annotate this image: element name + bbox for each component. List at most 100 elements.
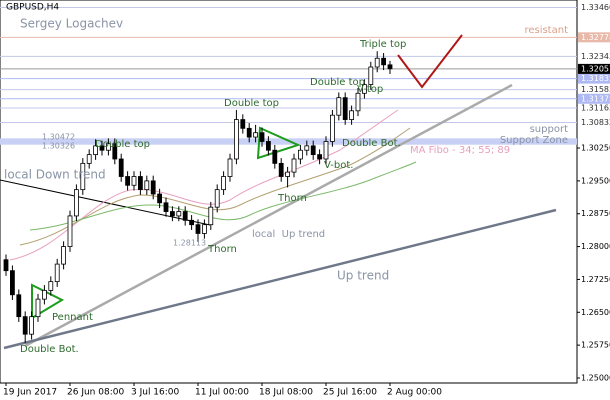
y-tick-label: 1.27250	[581, 275, 610, 284]
y-tick-label: 1.25000	[581, 373, 610, 382]
ma-55	[19, 127, 411, 246]
up-trend-line	[3, 208, 557, 350]
annotation: Double top	[224, 98, 279, 109]
candle-body	[304, 145, 310, 151]
x-tick-label: 18 Jul 08:00	[259, 388, 313, 398]
candle-body	[125, 176, 130, 186]
x-tick-label: 19 Jun 2017	[3, 388, 57, 398]
y-tick-label: 1.26500	[581, 308, 610, 317]
plot-frame	[0, 0, 578, 384]
candle-body	[201, 224, 207, 234]
candle-body	[246, 127, 252, 138]
zone-label: 1.30472	[42, 133, 75, 142]
annotation: Double Bot.	[342, 138, 401, 149]
annotation: local Down trend	[4, 168, 106, 182]
ma-34	[9, 109, 399, 261]
y-tick-label: 1.30250	[581, 144, 610, 153]
candle-body	[195, 224, 201, 234]
candle-body	[310, 145, 316, 156]
level-label: 1.32343	[581, 52, 610, 61]
chart-title: GBPUSD,H4	[6, 3, 59, 13]
candle-body	[355, 92, 361, 112]
current-price-label: 1.32057	[581, 64, 610, 73]
x-tick-label: 25 Jul 16:00	[323, 388, 377, 398]
candle-body	[278, 162, 284, 177]
candle-body	[259, 132, 265, 142]
candle-body	[221, 176, 227, 191]
annotation: V-top	[357, 84, 383, 95]
candle-body	[233, 119, 239, 160]
candle-body	[265, 141, 271, 151]
candle-body	[297, 149, 303, 160]
level-label: 1.32778	[581, 33, 610, 42]
candle-body	[35, 298, 41, 318]
candle-body	[112, 143, 118, 160]
level-label: 1.31835	[581, 74, 610, 83]
annotation: Pennant	[52, 312, 93, 323]
candle-body	[272, 149, 278, 164]
author: Sergey Logachev	[20, 17, 123, 31]
candle-body	[157, 193, 163, 204]
candle-body	[182, 211, 188, 221]
candle-body	[214, 189, 220, 208]
level-label: 1.31163	[581, 104, 610, 113]
level-label: 1.31375	[581, 94, 610, 103]
candle-body	[361, 84, 367, 94]
level-label: 1.31583	[581, 85, 610, 94]
forecast-arrow	[397, 34, 463, 89]
annotation: Double top	[310, 77, 365, 88]
annotation: MA Fibo - 34; 55; 89	[410, 145, 510, 156]
zone-label: 1.30326	[42, 142, 75, 151]
candle-body	[176, 211, 182, 217]
x-tick-label: 11 Jul 00:00	[195, 388, 249, 398]
candle-body	[67, 215, 73, 247]
candle-body	[169, 211, 175, 217]
candle-body	[99, 145, 105, 151]
candle-body	[61, 246, 66, 265]
candle-body	[16, 294, 22, 318]
level-label-box	[578, 93, 610, 104]
candle-body	[253, 132, 259, 138]
annotation: V-bot.	[324, 160, 353, 171]
y-tick-label: 1.25750	[581, 341, 610, 350]
annotation: support	[530, 124, 568, 135]
y-tick-label: 1.28750	[581, 209, 610, 218]
candle-body	[144, 180, 150, 191]
annotation: local Up trend	[252, 229, 325, 240]
pennant-shape	[31, 283, 65, 320]
candle-body	[329, 114, 335, 142]
candle-body	[285, 171, 291, 177]
level-label: 1.33460	[581, 3, 610, 12]
annotation: Thorn	[207, 244, 237, 255]
local-up-trend-line	[24, 83, 513, 348]
candle-body	[349, 110, 355, 120]
local-down-trend-line	[0, 179, 211, 226]
candle-body	[374, 57, 380, 68]
x-tick-label: 3 Jul 16:00	[131, 388, 180, 398]
annotations: GBPUSD,H4 Sergey Logachev resistant Trip…	[4, 3, 568, 356]
candle-body	[74, 189, 79, 217]
ma-89	[29, 161, 417, 231]
candle-body	[29, 316, 35, 335]
candle-body	[22, 316, 28, 335]
candle-body	[3, 259, 9, 272]
annotation: resistant	[524, 25, 568, 36]
candle-body	[227, 158, 233, 177]
annotation: Support Zone	[500, 135, 568, 146]
low-label: 1.28113	[173, 239, 206, 248]
level-label: 1.30832	[581, 118, 610, 127]
y-tick-label: 1.28000	[581, 242, 610, 251]
overlays	[0, 34, 557, 350]
candle-body	[9, 270, 15, 296]
candle-body	[208, 206, 214, 226]
current-price-box	[578, 63, 610, 74]
candle-body	[368, 66, 374, 85]
candle-body	[240, 119, 246, 129]
candle-body	[80, 162, 86, 191]
candle-body	[387, 64, 393, 70]
candle-body	[137, 176, 143, 191]
candle-body	[150, 180, 156, 195]
candle-body	[48, 281, 54, 291]
candle-body	[381, 57, 387, 66]
